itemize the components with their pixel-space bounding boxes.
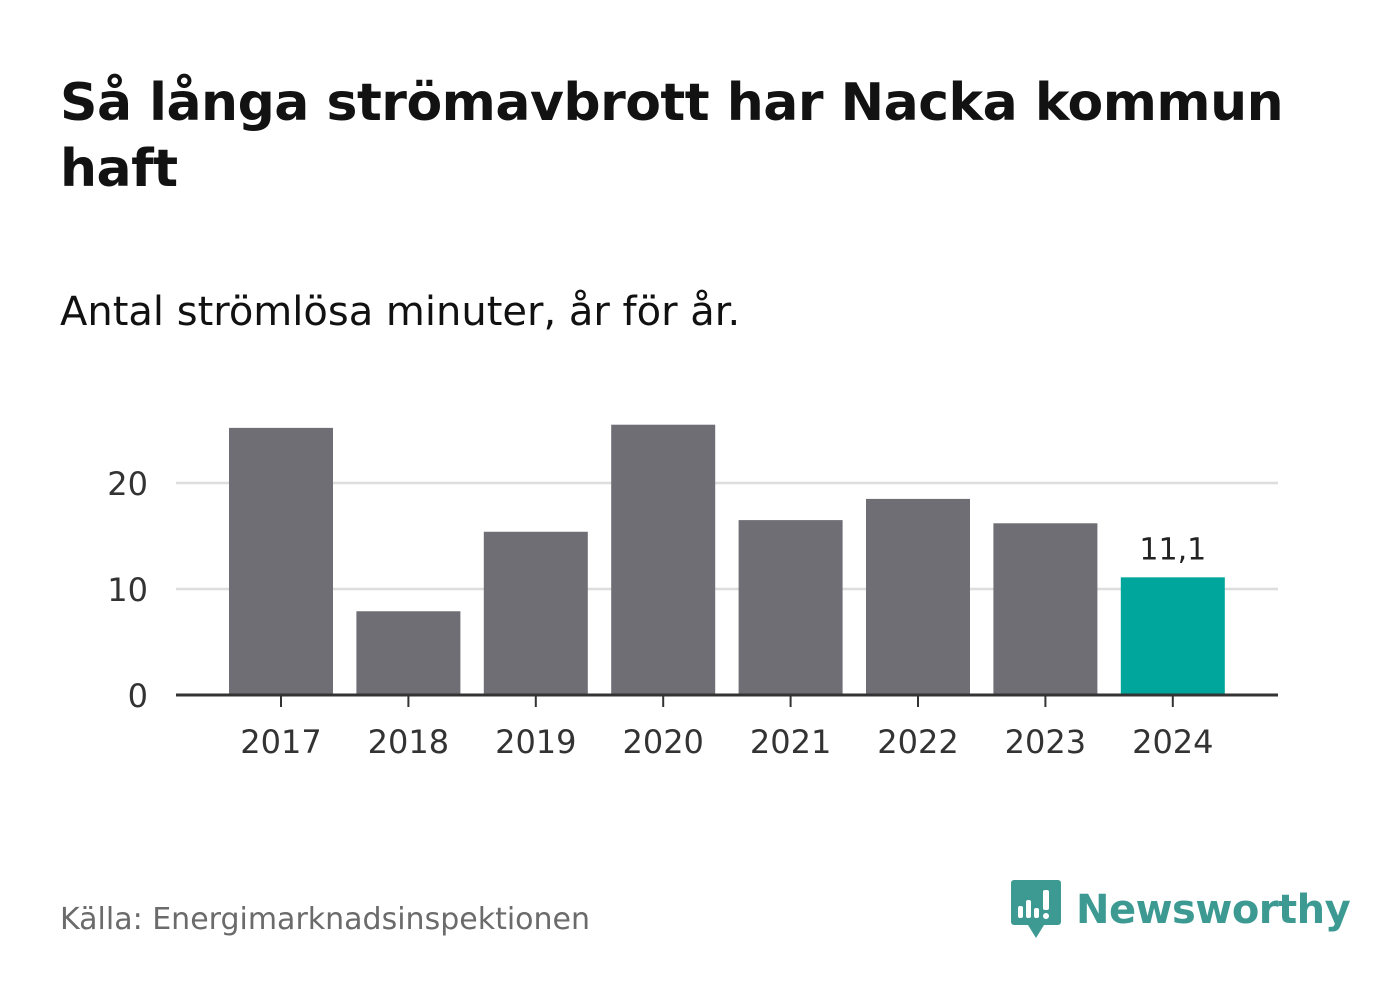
y-tick-label: 10 (107, 571, 148, 609)
x-tick-label: 2017 (240, 723, 321, 761)
x-tick-label: 2020 (622, 723, 703, 761)
x-tick-label: 2019 (495, 723, 576, 761)
bar-2022 (866, 498, 970, 695)
newsworthy-logo-icon (1011, 880, 1061, 938)
brand-logo: Newsworthy (1010, 878, 1351, 942)
x-tick-label: 2023 (1005, 723, 1086, 761)
chart-subtitle: Antal strömlösa minuter, år för år. (60, 289, 741, 335)
source-note: Källa: Energimarknadsinspektionen (60, 902, 591, 937)
bar-2024 (1120, 577, 1225, 695)
bar-2021 (738, 520, 843, 695)
bars (229, 424, 1225, 695)
bar-2023 (993, 523, 1098, 695)
bar-2017 (229, 427, 333, 695)
x-tick-label: 2021 (750, 723, 831, 761)
x-axis (176, 693, 1278, 707)
bar-2020 (611, 424, 716, 695)
bar-2019 (483, 531, 588, 695)
y-tick-label: 0 (128, 677, 148, 715)
chart-title: Så långa strömavbrott har Nacka kommun h… (60, 73, 1284, 199)
data-label: 11,1 (1139, 532, 1206, 567)
x-tick-label: 2018 (368, 723, 449, 761)
x-tick-label: 2022 (877, 723, 958, 761)
brand-name: Newsworthy (1076, 887, 1351, 933)
y-tick-label: 20 (107, 465, 148, 503)
grid-lines (176, 481, 1278, 591)
labels: 0 10 20 2017 2018 2019 2020 2021 2022 2023 2024 11,… (107, 465, 1213, 761)
bar-2018 (356, 611, 461, 695)
x-tick-label: 2024 (1132, 723, 1213, 761)
